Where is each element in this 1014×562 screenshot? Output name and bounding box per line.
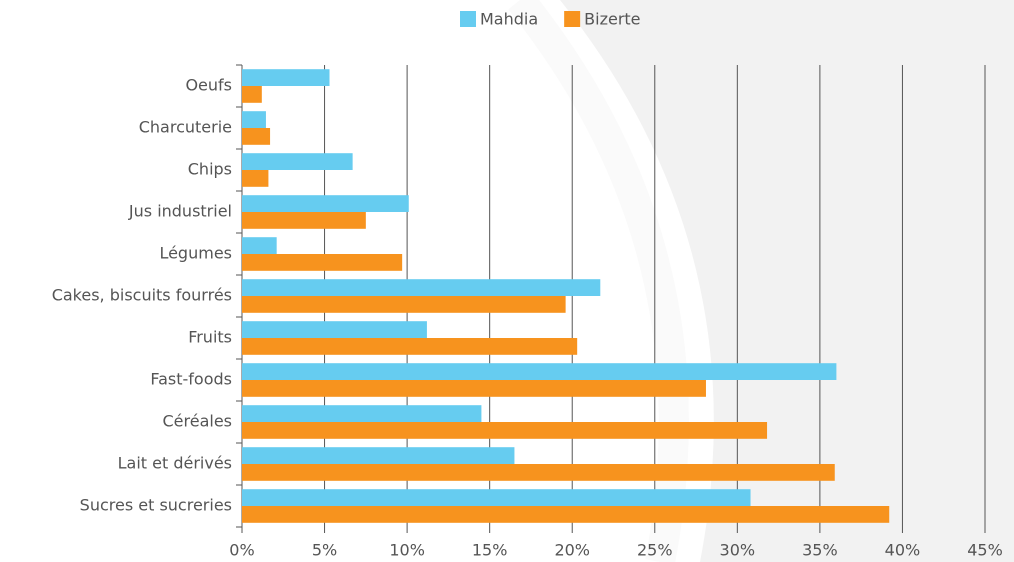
- y-tick-label: Fruits: [188, 328, 232, 347]
- y-tick-label: Cakes, biscuits fourrés: [52, 286, 232, 305]
- bar: [242, 363, 837, 380]
- bar: [242, 212, 366, 229]
- bar: [242, 86, 262, 103]
- x-tick-label: 35%: [802, 541, 838, 560]
- bar: [242, 111, 266, 128]
- bar: [242, 254, 403, 271]
- bar: [242, 237, 277, 254]
- legend-swatch: [564, 11, 581, 27]
- x-tick-label: 15%: [472, 541, 508, 560]
- y-tick-label: Chips: [188, 160, 232, 179]
- background-shape: [560, 0, 1014, 562]
- bar: [242, 195, 409, 212]
- bar: [242, 338, 578, 355]
- legend-label: Bizerte: [584, 10, 640, 29]
- bar: [242, 489, 751, 506]
- bar: [242, 170, 269, 187]
- y-tick-label: Céréales: [162, 412, 232, 431]
- bar: [242, 506, 890, 523]
- bar: [242, 153, 353, 170]
- y-tick-label: Oeufs: [185, 76, 232, 95]
- bar: [242, 405, 482, 422]
- x-tick-label: 0%: [229, 541, 254, 560]
- y-tick-label: Lait et dérivés: [118, 454, 232, 473]
- legend-swatch: [460, 11, 476, 27]
- x-tick-label: 40%: [885, 541, 921, 560]
- x-tick-label: 30%: [720, 541, 756, 560]
- bar: [242, 69, 330, 86]
- x-tick-label: 45%: [967, 541, 1003, 560]
- bar: [242, 279, 601, 296]
- y-tick-label: Charcuterie: [139, 118, 232, 137]
- y-tick-label: Jus industriel: [128, 202, 232, 221]
- legend-label: Mahdia: [480, 10, 538, 29]
- x-tick-label: 10%: [389, 541, 425, 560]
- x-tick-label: 20%: [554, 541, 590, 560]
- bar: [242, 321, 427, 338]
- y-tick-label: Sucres et sucreries: [80, 496, 232, 515]
- y-tick-label: Fast-foods: [150, 370, 232, 389]
- bar: [242, 447, 515, 464]
- y-tick-label: Légumes: [159, 244, 232, 263]
- bar: [242, 296, 566, 313]
- x-tick-label: 5%: [312, 541, 337, 560]
- bar: [242, 464, 835, 481]
- bar: [242, 128, 271, 145]
- bar: [242, 380, 706, 397]
- bar: [242, 422, 768, 439]
- x-tick-label: 25%: [637, 541, 673, 560]
